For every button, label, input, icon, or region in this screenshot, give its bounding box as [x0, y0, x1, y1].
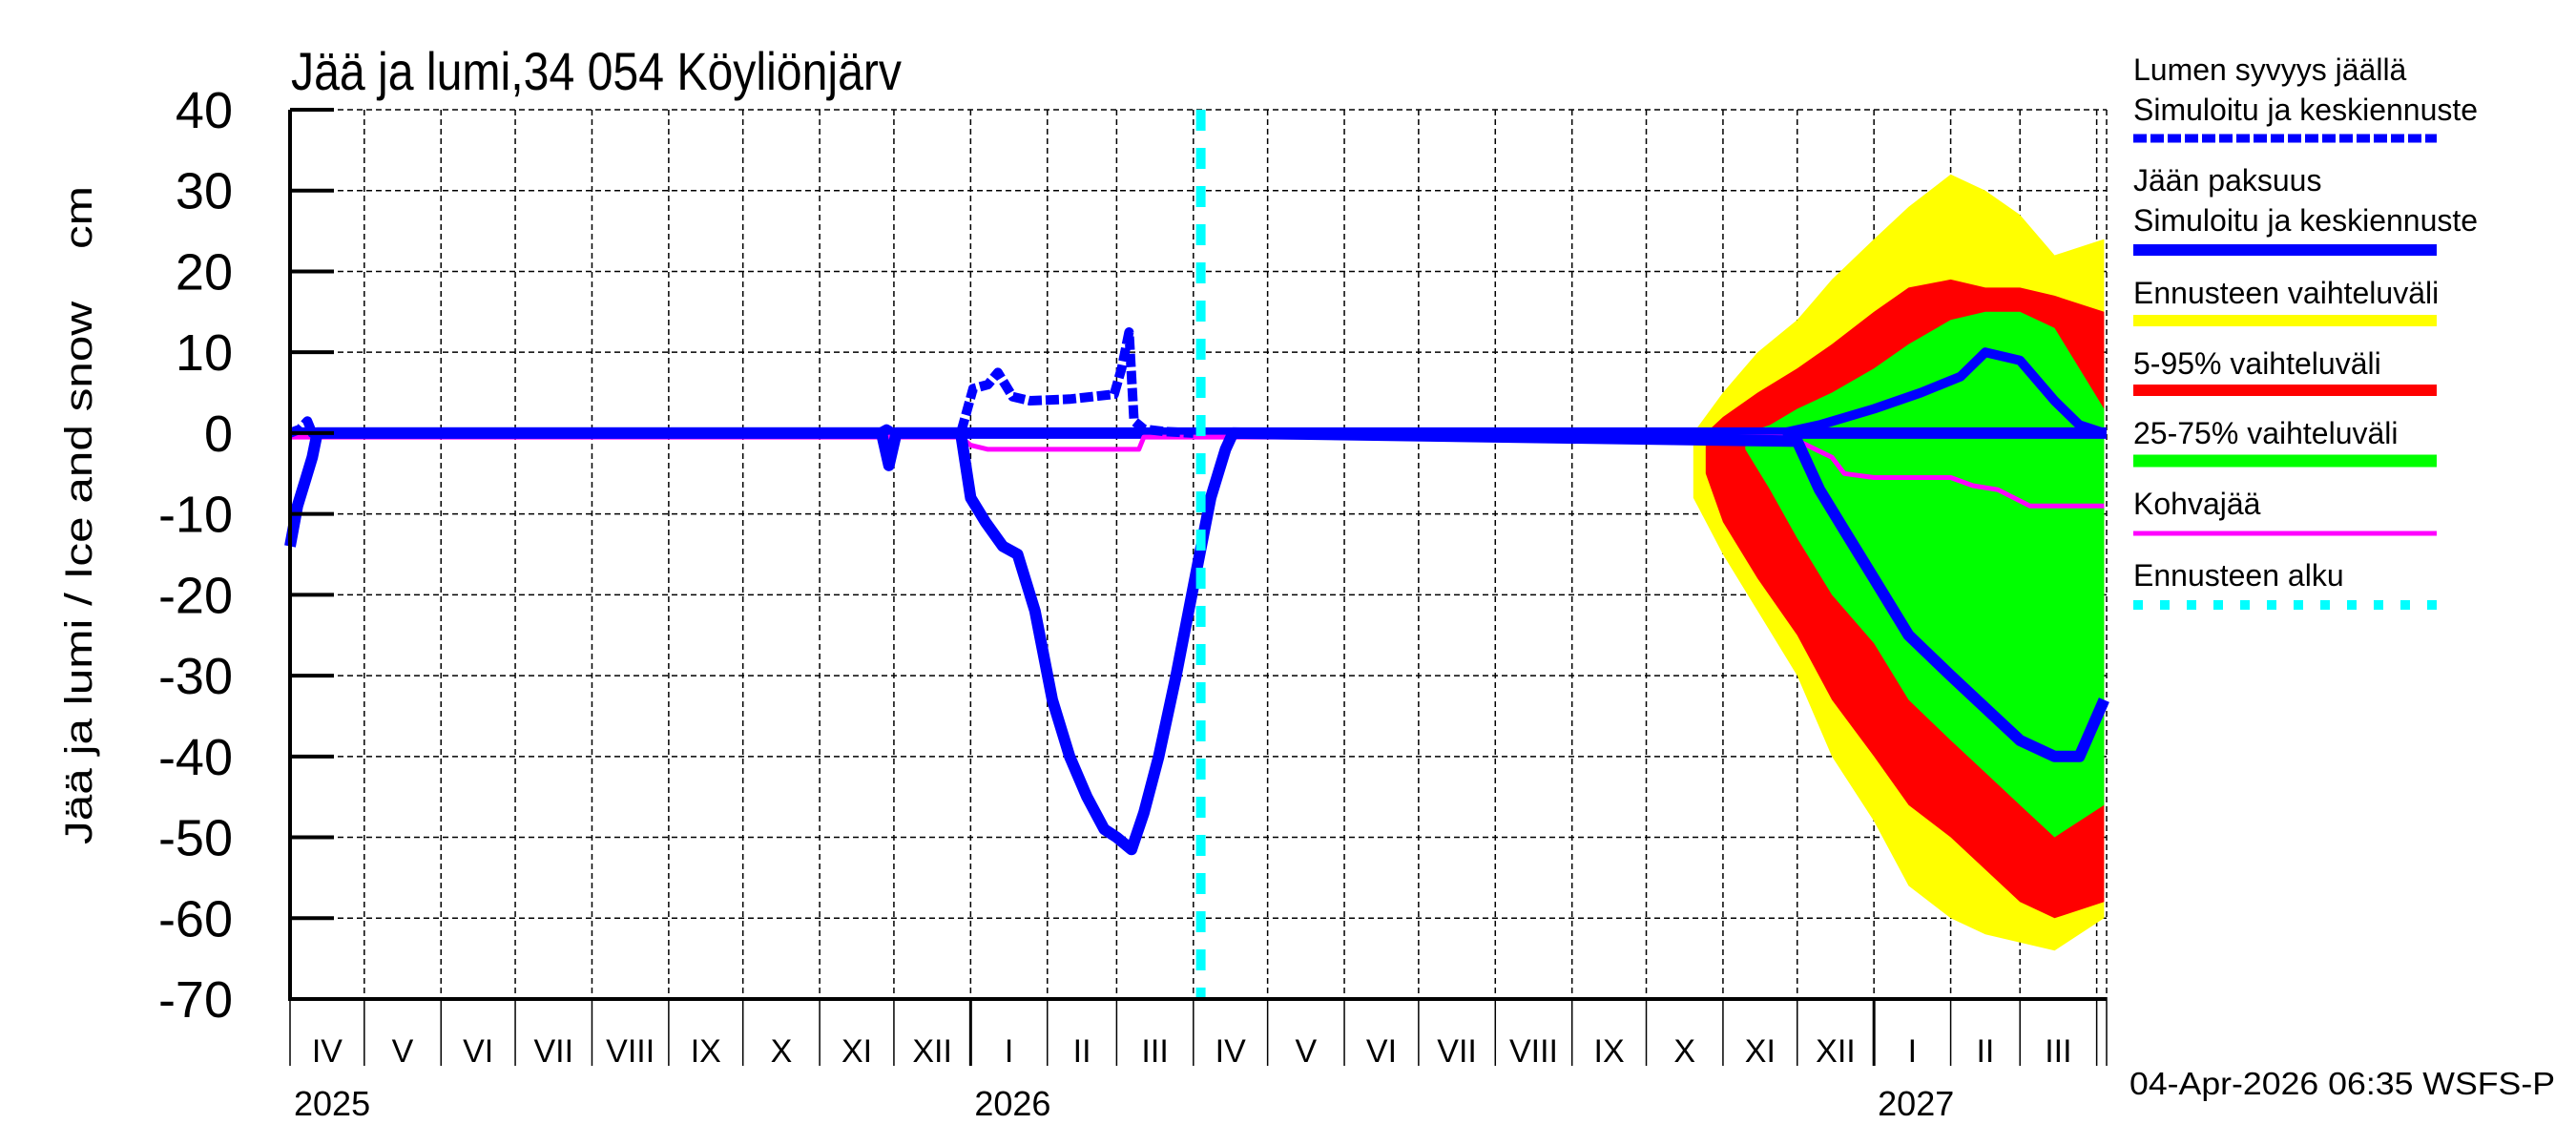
legend-ice-subtitle: Simuloitu ja keskiennuste [2133, 203, 2478, 238]
month-label: XI [1745, 1033, 1776, 1070]
month-label: V [392, 1033, 414, 1070]
y-tick-label: -20 [158, 567, 233, 624]
y-tick-label: 30 [176, 163, 233, 220]
chart-title: Jää ja lumi,34 054 Köyliönjärv [291, 41, 902, 101]
forecast-median-line [1781, 347, 2106, 438]
y-axis-label: Jää ja lumi / Ice and snow cm [58, 186, 100, 844]
y-tick-label: -10 [158, 487, 233, 544]
month-label: X [1673, 1033, 1695, 1070]
y-tick-label: -60 [158, 890, 233, 947]
data-lines [284, 110, 2109, 999]
month-label: III [1141, 1033, 1168, 1070]
year-label: 2026 [974, 1084, 1050, 1123]
forecast-band [1745, 311, 2105, 838]
month-label: II [1976, 1033, 1994, 1070]
y-tick-label: 40 [176, 82, 233, 139]
month-label: IX [1594, 1033, 1625, 1070]
month-label: I [1005, 1033, 1013, 1070]
legend-p25-75-label: 25-75% vaihteluväli [2133, 416, 2399, 450]
month-label: VII [1437, 1033, 1477, 1070]
legend: Lumen syvyys jäällä Simuloitu ja keskien… [2133, 52, 2478, 610]
y-tick-label: -40 [158, 729, 233, 786]
month-label: IX [691, 1033, 721, 1070]
snow-depth-line [288, 327, 1195, 438]
legend-ice-title: Jään paksuus [2133, 163, 2321, 198]
month-label: IV [1215, 1033, 1246, 1070]
legend-p5-95-label: 5-95% vaihteluväli [2133, 346, 2381, 381]
legend-snow-subtitle: Simuloitu ja keskiennuste [2133, 93, 2478, 127]
month-label: X [771, 1033, 793, 1070]
legend-forecast-start-label: Ennusteen alku [2133, 558, 2344, 593]
y-tick-label: -70 [158, 971, 233, 1029]
month-label: VII [533, 1033, 573, 1070]
month-label: XI [841, 1033, 872, 1070]
ice-thickness-line [284, 427, 2109, 856]
legend-kohva-label: Kohvajää [2133, 487, 2261, 521]
legend-range-label: Ennusteen vaihteluväli [2133, 276, 2439, 310]
month-label: I [1908, 1033, 1917, 1070]
forecast-bands [1693, 174, 2105, 951]
legend-snow-title: Lumen syvyys jäällä [2133, 52, 2407, 87]
kohva-line [290, 434, 2105, 509]
y-tick-labels: 40 30 20 10 0 -10 -20 -30 -40 -50 -60 -70 [158, 82, 233, 1029]
y-tick-label: -50 [158, 810, 233, 867]
y-tick-label: -30 [158, 648, 233, 705]
y-tick-label: 10 [176, 324, 233, 382]
axes [288, 108, 2108, 1066]
month-label: II [1073, 1033, 1091, 1070]
y-tick-label: 0 [204, 406, 233, 463]
month-label: VI [463, 1033, 493, 1070]
timestamp: 04-Apr-2026 06:35 WSFS-P [2129, 1066, 2555, 1101]
month-label: III [2045, 1033, 2071, 1070]
month-label: VIII [1509, 1033, 1558, 1070]
month-label: XII [912, 1033, 952, 1070]
x-month-labels: IV V VI VII VIII IX X XI XII I II III IV V VI VII VIII IX… [294, 1033, 2072, 1123]
year-label: 2025 [294, 1084, 370, 1123]
month-label: VIII [606, 1033, 654, 1070]
month-label: XII [1816, 1033, 1856, 1070]
y-tick-label: 20 [176, 243, 233, 301]
year-label: 2027 [1878, 1084, 1954, 1123]
month-label: IV [312, 1033, 343, 1070]
month-label: VI [1366, 1033, 1397, 1070]
month-label: V [1295, 1033, 1317, 1070]
